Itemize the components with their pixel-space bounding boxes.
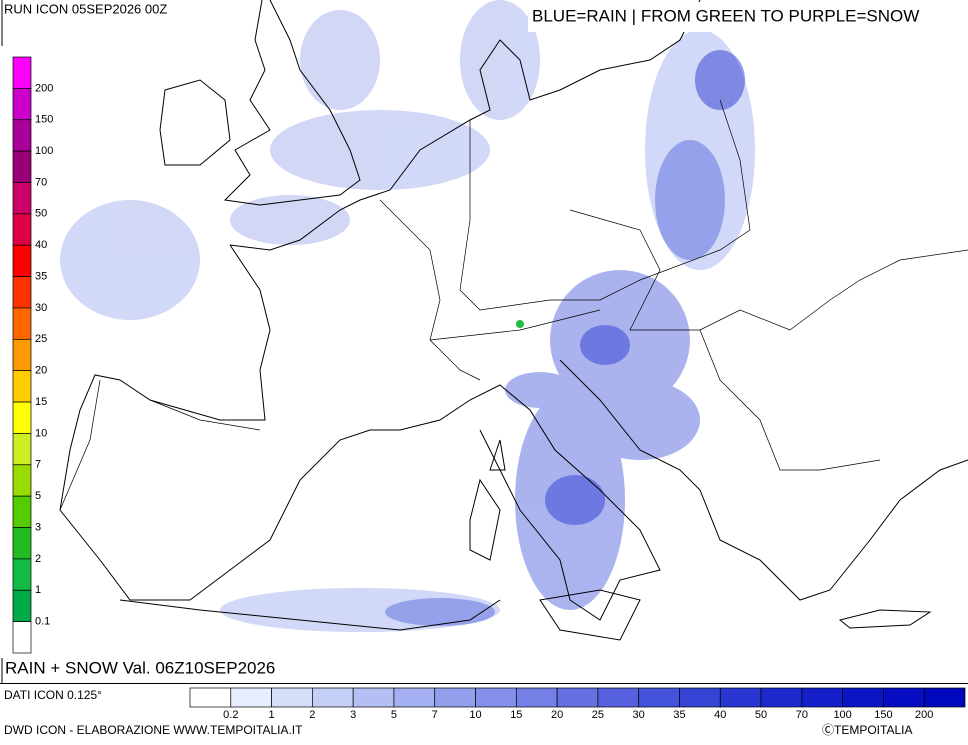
scale-label: 15 [35, 396, 47, 408]
scale-box [760, 687, 803, 708]
scale-box [556, 687, 599, 708]
scale-box [12, 527, 32, 560]
scale-label: 150 [874, 709, 892, 721]
borders [59, 99, 968, 511]
scale-box [597, 687, 640, 708]
scale-box [515, 687, 558, 708]
scale-label: 150 [35, 114, 53, 126]
scale-label: 50 [755, 709, 767, 721]
scale-box [312, 687, 354, 708]
scale-label: 40 [35, 239, 47, 251]
valid-box [0, 656, 330, 683]
scale-box [352, 687, 395, 708]
coastlines [59, 0, 968, 641]
scale-box [679, 687, 721, 708]
scale-box [230, 687, 272, 708]
scale-box [12, 621, 32, 654]
data-source: DATI ICON 0.125° [4, 688, 102, 702]
scale-box [12, 88, 32, 121]
scale-box [12, 558, 32, 591]
scale-box [12, 213, 32, 246]
legend-note: BLUE=RAIN | FROM GREEN TO PURPLE=SNOW [532, 6, 919, 25]
copyright: ⒸTEMPOITALIA [822, 723, 912, 737]
scale-label: 5 [391, 709, 397, 721]
scale-label: 20 [551, 709, 563, 721]
scale-label: 7 [35, 459, 41, 471]
scale-label: 30 [633, 709, 645, 721]
scale-box [801, 687, 843, 708]
scale-label: 70 [796, 709, 808, 721]
scale-box [475, 687, 517, 708]
scale-label: 70 [35, 176, 47, 188]
scale-box [12, 338, 32, 372]
scale-label: 100 [35, 145, 53, 157]
scale-label: 25 [592, 709, 604, 721]
scale-box [12, 433, 32, 466]
scale-label: 200 [35, 82, 53, 94]
scale-label: 3 [35, 521, 41, 533]
scale-label: 35 [35, 270, 47, 282]
scale-label: 10 [35, 427, 47, 439]
scale-box [12, 307, 32, 340]
scale-label: 25 [35, 333, 47, 345]
scale-label: 40 [714, 709, 726, 721]
note-box [528, 2, 968, 32]
scale-label: 35 [673, 709, 685, 721]
scale-box [393, 687, 436, 708]
scale-box [12, 370, 32, 403]
scale-label: 30 [35, 302, 47, 314]
scale-box [12, 495, 32, 528]
scale-box [189, 687, 232, 708]
scale-label: 20 [35, 365, 47, 377]
scale-box [12, 119, 32, 152]
precipitation [60, 0, 755, 632]
scale-label: 3 [350, 709, 356, 721]
scale-box [923, 687, 966, 708]
scale-box [12, 464, 32, 497]
scale-box [12, 150, 32, 183]
scale-box [434, 687, 476, 708]
scale-box [12, 56, 32, 89]
scale-box [883, 687, 925, 708]
scale-label: 2 [309, 709, 315, 721]
scale-label: 100 [833, 709, 851, 721]
scale-box [638, 687, 680, 708]
scale-label: 7 [432, 709, 438, 721]
scale-box [12, 401, 32, 434]
scale-label: 10 [469, 709, 481, 721]
scale-label: 1 [269, 709, 275, 721]
scale-box [12, 244, 32, 277]
scale-label: 1 [35, 584, 41, 596]
scale-label: 2 [35, 553, 41, 565]
scale-label: 50 [35, 208, 47, 220]
scale-label: 0.1 [35, 616, 50, 628]
run-label: RUN ICON 05SEP2026 00Z [4, 1, 167, 16]
scale-box [271, 687, 313, 708]
scale-label: 5 [35, 490, 41, 502]
scale-label: 200 [915, 709, 933, 721]
scale-label: 0.2 [223, 709, 238, 721]
scale-label: 15 [510, 709, 522, 721]
scale-box [12, 182, 32, 215]
scale-box [719, 687, 762, 708]
rain-legend: 0.2 1 2 3 5 7 10 15 20 25 30 35 40 50 70 100 150 200 [189, 687, 966, 721]
scale-box [12, 276, 32, 309]
snow-legend: 200 150 100 70 50 40 35 30 25 20 15 10 7 5 3 2 1 0.1 [12, 56, 53, 654]
scale-box [842, 687, 884, 708]
credit: DWD ICON - ELABORAZIONE WWW.TEMPOITALIA.… [4, 723, 303, 737]
scale-box [12, 589, 32, 622]
valid-label: RAIN + SNOW Val. 06Z10SEP2026 [5, 658, 275, 677]
